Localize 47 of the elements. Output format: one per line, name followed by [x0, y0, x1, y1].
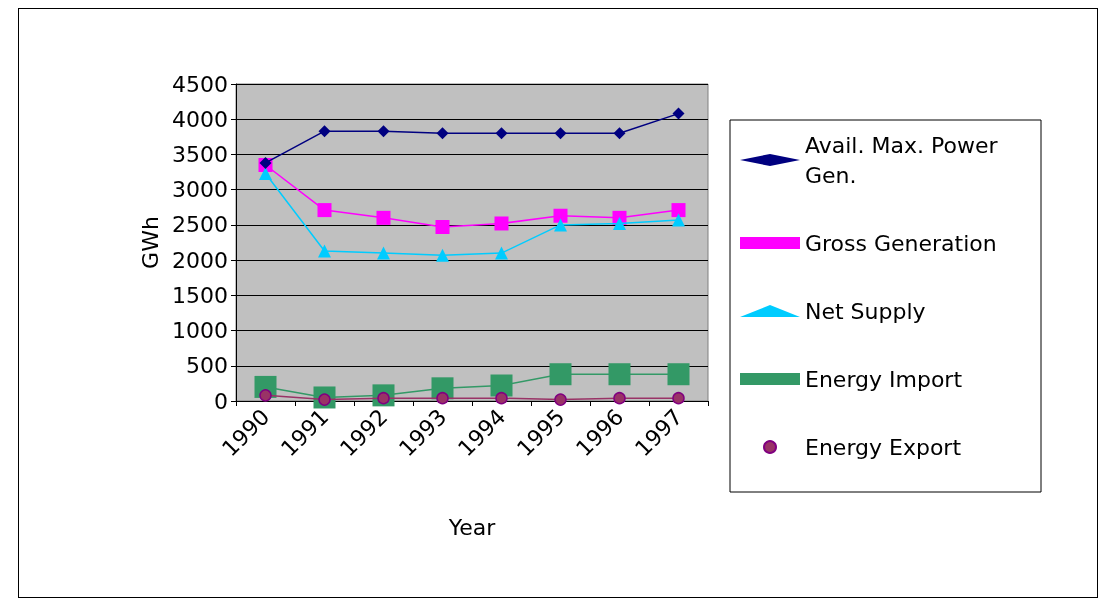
point	[495, 127, 508, 140]
y-axis-title: GWh	[137, 216, 163, 269]
point	[318, 244, 331, 258]
y-tick-label: 1000	[172, 318, 228, 344]
y-tick-label: 500	[186, 353, 228, 379]
y-tick-label: 1500	[172, 282, 228, 308]
point	[554, 393, 567, 406]
point	[553, 208, 568, 223]
point	[608, 363, 631, 386]
point	[377, 246, 390, 260]
point	[494, 216, 509, 231]
point	[436, 127, 449, 140]
point	[495, 246, 508, 260]
point	[259, 166, 272, 180]
y-tick-label: 0	[214, 388, 228, 414]
point	[317, 203, 332, 218]
point	[554, 127, 567, 140]
y-tick-label: 4500	[172, 71, 228, 97]
point	[672, 391, 685, 405]
point	[318, 125, 331, 138]
point	[377, 125, 390, 138]
point	[613, 127, 626, 140]
point	[667, 363, 690, 386]
y-tick-label: 3000	[172, 177, 228, 203]
point	[259, 389, 272, 402]
point	[672, 213, 685, 227]
point	[613, 391, 626, 405]
point	[554, 218, 567, 232]
legend-label: Net Supply	[805, 298, 926, 324]
y-tick-label: 2000	[172, 247, 228, 273]
legend-label: Energy Import	[805, 366, 963, 392]
legend-label: Energy Export	[805, 434, 962, 460]
point	[549, 363, 572, 386]
y-tick-label: 2500	[172, 212, 228, 238]
point	[436, 391, 449, 405]
x-axis-title: Year	[447, 514, 497, 540]
point	[436, 248, 449, 262]
point	[671, 203, 686, 218]
point	[672, 107, 685, 120]
legend-label: Avail. Max. Power Gen.	[805, 132, 1005, 188]
point	[495, 391, 508, 405]
point	[376, 210, 391, 225]
point	[613, 216, 626, 230]
y-tick-label: 4000	[172, 106, 228, 132]
y-tick-label: 3500	[172, 141, 228, 167]
point	[435, 220, 450, 234]
legend-label: Gross Generation	[805, 230, 997, 256]
